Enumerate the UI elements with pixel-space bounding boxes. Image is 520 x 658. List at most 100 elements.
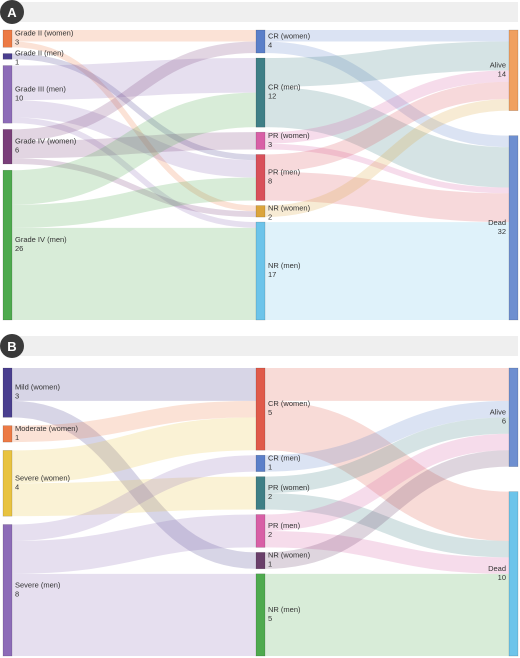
flow-b_sevm-to-b_prm xyxy=(11,514,257,574)
node-value-a_g2m: 1 xyxy=(15,57,19,66)
node-a_alive xyxy=(508,29,519,111)
node-label-a_prm: PR (men) xyxy=(268,168,301,177)
node-value-a_g3m: 10 xyxy=(15,93,23,102)
node-value-a_alive: 14 xyxy=(498,69,506,78)
flow-a_g2w-to-a_nrw xyxy=(11,41,257,212)
node-a_prm xyxy=(255,154,266,201)
node-value-b_dead: 10 xyxy=(498,573,506,582)
node-b_sevm xyxy=(2,524,13,657)
node-b_alive xyxy=(508,367,519,467)
node-b_nrw xyxy=(255,552,266,570)
node-label-b_modw: Moderate (women) xyxy=(15,424,78,433)
node-label-a_dead: Dead xyxy=(488,218,506,227)
node-label-a_g4w: Grade IV (women) xyxy=(15,137,77,146)
node-label-b_prm: PR (men) xyxy=(268,521,301,530)
panel-a-title-bar xyxy=(10,2,518,22)
flow-a_prw-to-a_dead xyxy=(264,143,510,194)
node-value-a_g4m: 26 xyxy=(15,244,23,253)
node-label-b_nrm: NR (men) xyxy=(268,605,301,614)
node-value-b_prw: 2 xyxy=(268,492,272,501)
flow-a_crm-to-a_alive xyxy=(264,41,510,87)
flow-a_g4w-to-a_prw xyxy=(11,132,257,159)
node-b_prw xyxy=(255,476,266,510)
node-value-b_crm: 1 xyxy=(268,462,272,471)
node-a_g4w xyxy=(2,129,13,165)
node-value-b_nrm: 5 xyxy=(268,614,272,623)
flow-a_prm-to-a_alive xyxy=(264,81,510,172)
flow-a_nrw-to-a_alive xyxy=(264,99,510,218)
flow-a_g3m-to-a_prm xyxy=(11,100,257,178)
node-value-b_modw: 1 xyxy=(15,433,19,442)
flow-a_g4w-to-a_crw xyxy=(11,41,257,141)
node-value-b_crw: 5 xyxy=(268,408,272,417)
flow-b_modw-to-b_crw xyxy=(11,400,257,443)
node-label-a_prw: PR (women) xyxy=(268,131,310,140)
node-label-b_nrw: NR (women) xyxy=(268,551,311,560)
node-value-a_nrm: 17 xyxy=(268,270,276,279)
node-label-a_g4m: Grade IV (men) xyxy=(15,235,67,244)
node-value-b_mildw: 3 xyxy=(15,392,19,401)
flow-a_g3m-to-a_crm xyxy=(11,58,257,101)
node-label-b_sevw: Severe (women) xyxy=(15,473,71,482)
flow-a_g4w-to-a_nrw xyxy=(11,158,257,218)
flow-a_prm-to-a_dead xyxy=(264,171,510,223)
node-value-b_sevw: 4 xyxy=(15,482,19,491)
flow-b_mildw-to-b_nrw xyxy=(11,400,257,569)
panel-a-header: A xyxy=(0,0,520,24)
link-layer xyxy=(11,368,510,656)
node-value-b_nrw: 1 xyxy=(268,560,272,569)
flow-b_prw-to-b_dead xyxy=(264,493,510,558)
panel-b-title-bar xyxy=(10,336,518,356)
node-value-a_nrw: 2 xyxy=(268,212,272,221)
node-label-b_mildw: Mild (women) xyxy=(15,383,61,392)
node-a_prw xyxy=(255,131,266,150)
flow-b_prw-to-b_alive xyxy=(264,417,510,494)
node-label-a_nrw: NR (women) xyxy=(268,203,311,212)
flow-b_sevw-to-b_crw xyxy=(11,417,257,484)
flow-a_g4m-to-a_prm xyxy=(11,177,257,228)
node-b_crm xyxy=(255,454,266,472)
node-a_g3m xyxy=(2,65,13,124)
panel-a-badge: A xyxy=(0,0,24,24)
node-value-a_crw: 4 xyxy=(268,41,272,50)
node-label-a_nrm: NR (men) xyxy=(268,261,301,270)
node-label-b_crw: CR (women) xyxy=(268,399,311,408)
node-label-a_alive: Alive xyxy=(490,60,506,69)
node-a_crm xyxy=(255,57,266,128)
node-label-a_crm: CR (men) xyxy=(268,83,301,92)
flow-b_crm-to-b_alive xyxy=(264,400,510,472)
flow-a_prw-to-a_alive xyxy=(264,70,510,144)
node-b_modw xyxy=(2,425,13,443)
node-value-b_alive: 6 xyxy=(502,416,506,425)
node-value-a_crm: 12 xyxy=(268,92,276,101)
node-b_mildw xyxy=(2,367,13,418)
node-a_crw xyxy=(255,29,266,54)
node-value-a_prw: 3 xyxy=(268,140,272,149)
node-label-a_crw: CR (women) xyxy=(268,32,311,41)
flow-a_crw-to-a_dead xyxy=(264,41,510,148)
node-a_g4m xyxy=(2,169,13,321)
node-b_prm xyxy=(255,514,266,548)
node-value-b_sevm: 8 xyxy=(15,589,19,598)
node-b_dead xyxy=(508,491,519,657)
node-label-b_alive: Alive xyxy=(490,407,506,416)
node-label-b_sevm: Severe (men) xyxy=(15,580,61,589)
flow-b_crw-to-b_dead xyxy=(264,400,510,541)
node-b_sevw xyxy=(2,450,13,517)
flow-b_nrw-to-b_alive xyxy=(264,450,510,569)
flow-a_g2m-to-a_prm xyxy=(11,53,257,161)
flow-a_g4m-to-a_crm xyxy=(11,92,257,205)
panel-b-badge: B xyxy=(0,334,24,358)
node-value-a_prm: 8 xyxy=(268,177,272,186)
node-a_nrw xyxy=(255,205,266,218)
node-a_nrm xyxy=(255,221,266,321)
panel-b-header: B xyxy=(0,334,520,358)
node-value-a_g2w: 3 xyxy=(15,38,19,47)
flow-b_sevm-to-b_crm xyxy=(11,455,257,541)
node-label-b_prw: PR (women) xyxy=(268,483,310,492)
node-value-a_dead: 32 xyxy=(498,227,506,236)
